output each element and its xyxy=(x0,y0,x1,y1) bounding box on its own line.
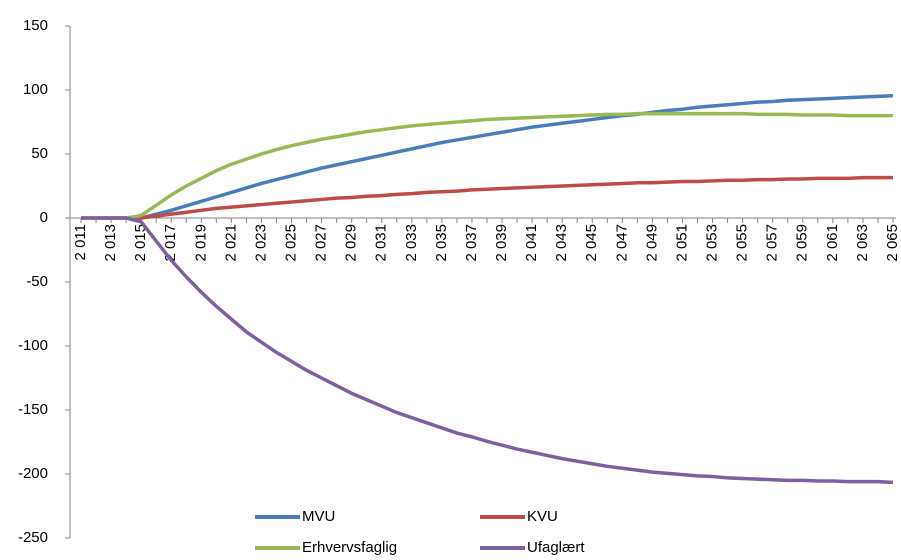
x-tick-label: 2 065 xyxy=(884,224,901,262)
legend-label: KVU xyxy=(527,508,558,525)
y-tick-label: 100 xyxy=(23,81,48,98)
legend: MVU KVU Erhvervsfaglig Ufaglært xyxy=(255,508,585,556)
x-tick-label: 2 043 xyxy=(553,224,570,262)
x-tick-label: 2 011 xyxy=(72,224,89,260)
series-line xyxy=(81,94,894,220)
y-tick-label: -50 xyxy=(26,273,48,290)
y-tick-label: -150 xyxy=(18,401,48,418)
x-tick-label: 2 053 xyxy=(704,224,721,262)
x-tick-label: 2 045 xyxy=(583,224,600,262)
x-tick-label: 2 059 xyxy=(794,224,811,262)
y-tick-label: 0 xyxy=(40,209,48,226)
x-tick-label: 2 047 xyxy=(613,224,630,262)
x-tick-label: 2 041 xyxy=(523,224,540,262)
x-tick-label: 2 025 xyxy=(282,224,299,262)
x-tick-label: 2 031 xyxy=(373,224,390,262)
x-tick-label: 2 021 xyxy=(222,224,239,262)
x-tick-label: 2 049 xyxy=(643,224,660,262)
x-tick-label: 2 057 xyxy=(764,224,781,262)
y-tick-label: -250 xyxy=(18,529,48,546)
series-line xyxy=(81,175,893,220)
x-tick-label: 2 019 xyxy=(192,224,209,262)
x-tick-label: 2 055 xyxy=(734,224,751,262)
x-tick-label: 2 017 xyxy=(162,224,179,262)
legend-label: Ufaglært xyxy=(527,539,585,556)
x-tick-label: 2 029 xyxy=(343,224,360,262)
x-tick-label: 2 051 xyxy=(673,224,690,262)
x-tick-label: 2 013 xyxy=(102,224,119,262)
x-tick-label: 2 061 xyxy=(824,224,841,262)
x-tick-label: 2 023 xyxy=(252,224,269,262)
legend-label: MVU xyxy=(302,508,335,525)
x-tick-label: 2 039 xyxy=(493,224,510,262)
series-line xyxy=(81,216,894,485)
y-tick-label: -200 xyxy=(18,465,48,482)
y-tick-label: 50 xyxy=(31,145,48,162)
x-tick-label: 2 027 xyxy=(313,224,330,262)
x-tick-label: 2 063 xyxy=(854,224,871,262)
y-tick-label: -100 xyxy=(18,337,48,354)
series-line xyxy=(81,111,893,220)
legend-label: Erhvervsfaglig xyxy=(302,539,397,556)
x-tick-label: 2 033 xyxy=(403,224,420,262)
x-tick-label: 2 037 xyxy=(463,224,480,262)
x-tick-label: 2 015 xyxy=(132,224,149,262)
x-tick-label: 2 035 xyxy=(433,224,450,262)
y-tick-label: 150 xyxy=(23,17,48,34)
